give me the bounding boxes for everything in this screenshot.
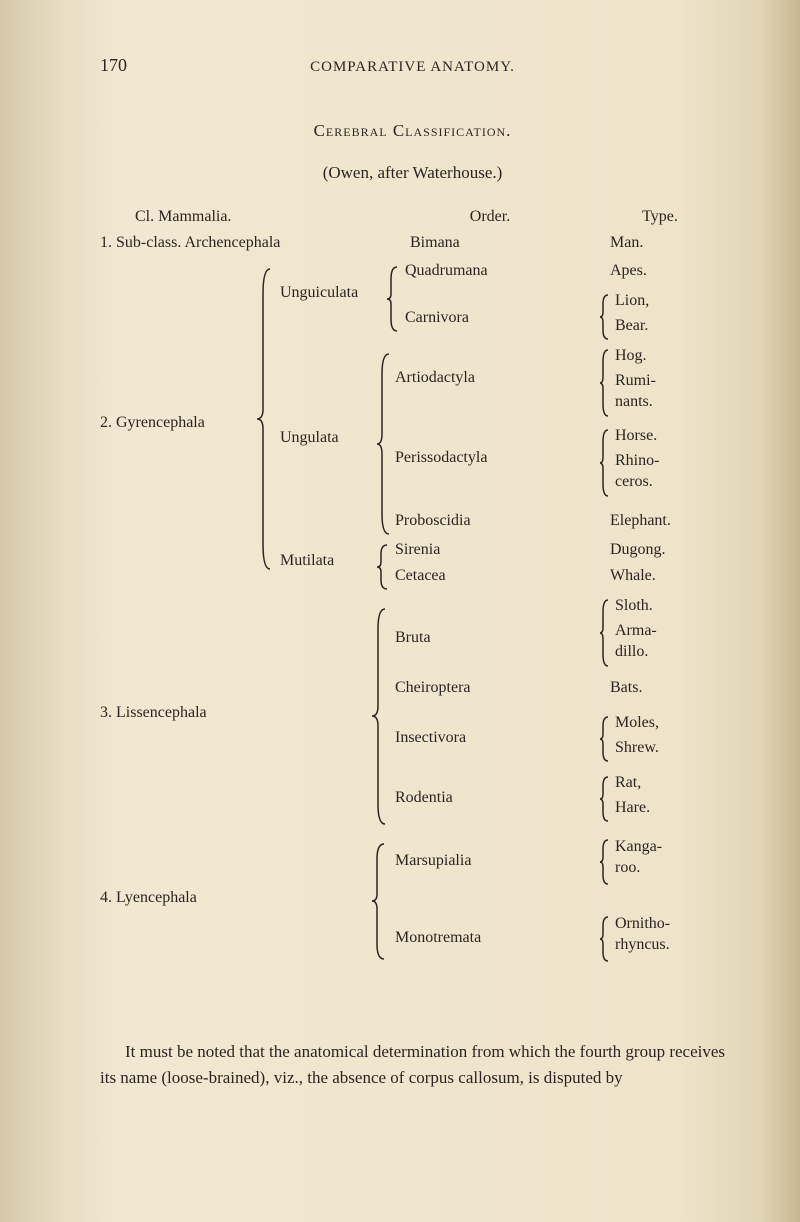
type-ornitho2: rhyncus. xyxy=(615,935,670,956)
brace-mutilata xyxy=(375,542,390,592)
subclass-3: 3. Lissencephala xyxy=(100,704,207,722)
order-monotremata: Monotremata xyxy=(395,929,481,947)
subclass-1: 1. Sub-class. Archencephala xyxy=(100,234,280,252)
type-horse: Horse. xyxy=(615,427,657,445)
subclass-4-num: 4. xyxy=(100,889,112,906)
brace-ungulata xyxy=(375,349,393,539)
type-arma2: dillo. xyxy=(615,642,657,663)
header-order: Order. xyxy=(380,208,600,226)
type-apes: Apes. xyxy=(610,262,647,280)
subclass-2: 2. Gyrencephala xyxy=(100,414,205,432)
order-marsupialia: Marsupialia xyxy=(395,852,471,870)
section-title: Cerebral Classification. xyxy=(100,121,725,141)
order-insectivora: Insectivora xyxy=(395,729,466,747)
type-armadillo: Arma- dillo. xyxy=(615,621,657,663)
order-bruta: Bruta xyxy=(395,629,431,647)
brace-artio-types xyxy=(598,347,610,419)
type-dugong: Dugong. xyxy=(610,541,666,559)
brace-gyrencephala xyxy=(255,264,275,574)
subclass-2-name: Gyrencephala xyxy=(116,414,205,431)
subclass-1-num: 1. xyxy=(100,234,112,251)
order-perissodactyla: Perissodactyla xyxy=(395,449,487,467)
order-carnivora: Carnivora xyxy=(405,309,469,327)
type-rhino2: ceros. xyxy=(615,472,659,493)
order-cetacea: Cetacea xyxy=(395,567,446,585)
type-rhino: Rhino- ceros. xyxy=(615,451,659,493)
subclass-1-name: Sub-class. Archencephala xyxy=(116,234,280,251)
type-lion: Lion, xyxy=(615,292,649,310)
type-kanga1: Kanga- xyxy=(615,837,662,858)
running-header: COMPARATIVE ANATOMY. xyxy=(100,59,725,76)
type-rat: Rat, xyxy=(615,774,641,792)
type-ruminants: Rumi- nants. xyxy=(615,371,656,413)
brace-lissencephala xyxy=(370,604,390,829)
type-shrew: Shrew. xyxy=(615,739,659,757)
brace-carnivora-types xyxy=(598,292,610,342)
type-whale: Whale. xyxy=(610,567,656,585)
header-type: Type. xyxy=(600,208,720,226)
type-bats: Bats. xyxy=(610,679,642,697)
type-bear: Bear. xyxy=(615,317,648,335)
group-mutilata: Mutilata xyxy=(280,552,334,570)
order-bimana: Bimana xyxy=(410,234,460,252)
subtitle: (Owen, after Waterhouse.) xyxy=(100,163,725,183)
type-man: Man. xyxy=(610,234,643,252)
brace-lyencephala xyxy=(370,839,388,964)
subclass-4-name: Lyencephala xyxy=(116,889,197,906)
order-cheiroptera: Cheiroptera xyxy=(395,679,471,697)
order-sirenia: Sirenia xyxy=(395,541,440,559)
brace-unguiculata xyxy=(385,264,400,334)
type-hare: Hare. xyxy=(615,799,650,817)
group-ungulata: Ungulata xyxy=(280,429,339,447)
type-hog: Hog. xyxy=(615,347,647,365)
order-proboscidia: Proboscidia xyxy=(395,512,471,530)
subclass-2-num: 2. xyxy=(100,414,112,431)
group-unguiculata: Unguiculata xyxy=(280,284,358,302)
header-class: Cl. Mammalia. xyxy=(100,208,380,226)
brace-insectivora-types xyxy=(598,714,610,764)
type-elephant: Elephant. xyxy=(610,512,671,530)
order-rodentia: Rodentia xyxy=(395,789,453,807)
type-rhino1: Rhino- xyxy=(615,451,659,472)
order-quadrumana: Quadrumana xyxy=(405,262,488,280)
type-ornitho1: Ornitho- xyxy=(615,914,670,935)
brace-rodentia-types xyxy=(598,774,610,824)
type-rumi1: Rumi- xyxy=(615,371,656,392)
brace-bruta-types xyxy=(598,597,610,669)
type-kanga2: roo. xyxy=(615,858,662,879)
type-moles: Moles, xyxy=(615,714,659,732)
type-rumi2: nants. xyxy=(615,392,656,413)
type-ornitho: Ornitho- rhyncus. xyxy=(615,914,670,956)
type-kangaroo: Kanga- roo. xyxy=(615,837,662,879)
subclass-4: 4. Lyencephala xyxy=(100,889,197,907)
type-arma1: Arma- xyxy=(615,621,657,642)
order-artiodactyla: Artiodactyla xyxy=(395,369,475,387)
column-headers: Cl. Mammalia. Order. Type. xyxy=(100,208,725,226)
brace-monotremata-types xyxy=(598,914,610,964)
subclass-3-num: 3. xyxy=(100,704,112,721)
type-sloth: Sloth. xyxy=(615,597,653,615)
brace-marsupialia-types xyxy=(598,837,610,887)
classification-table: 1. Sub-class. Archencephala Bimana Man. … xyxy=(100,234,725,1004)
subclass-3-name: Lissencephala xyxy=(116,704,207,721)
brace-perisso-types xyxy=(598,427,610,499)
footer-paragraph: It must be noted that the anatomical det… xyxy=(100,1039,725,1092)
